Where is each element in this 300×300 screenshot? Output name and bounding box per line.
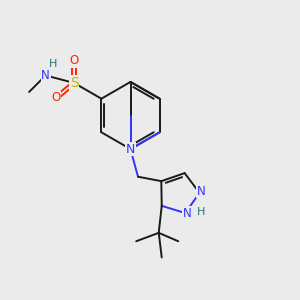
Text: N: N [126,142,135,156]
Text: O: O [70,54,79,67]
Text: H: H [197,207,205,217]
Text: N: N [196,185,206,198]
Text: S: S [70,76,79,90]
Text: H: H [49,59,57,69]
Text: O: O [52,92,61,104]
Text: N: N [41,69,50,82]
Text: N: N [182,207,191,220]
